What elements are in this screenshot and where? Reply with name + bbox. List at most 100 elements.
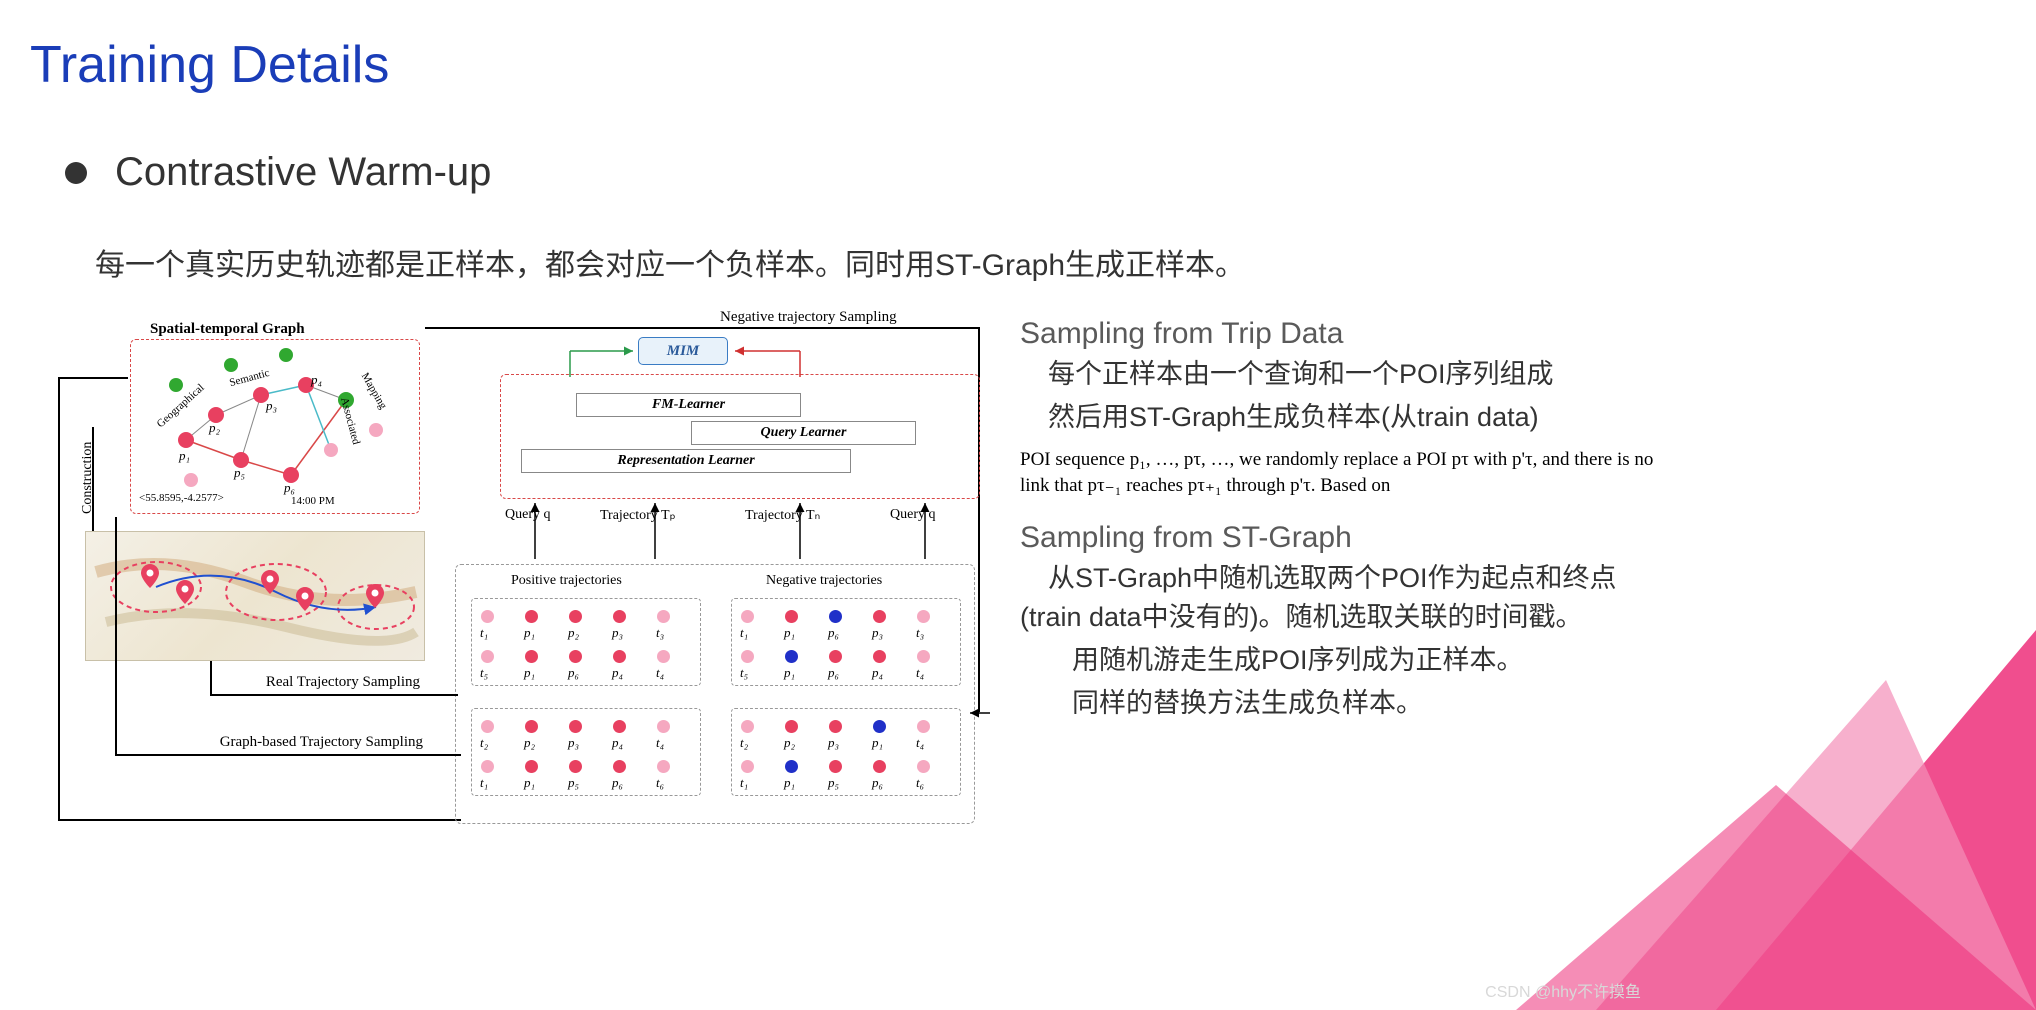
traj-label: p₁	[524, 625, 535, 641]
stg-box: p₁ p₂ p₃ p₄ p₅ p₆ Geographical Semantic …	[130, 339, 420, 514]
traj-label: p₁	[784, 625, 795, 641]
traj-label: p₃	[568, 735, 579, 751]
right-column: Sampling from Trip Data 每个正样本由一个查询和一个POI…	[990, 309, 1670, 839]
bottom-line-2	[58, 819, 461, 821]
description: 每一个真实历史轨迹都是正样本，都会对应一个负样本。同时用ST-Graph生成正样…	[0, 195, 2036, 284]
traj-label: p₁	[872, 735, 883, 751]
sec1-title: Sampling from Trip Data	[1020, 317, 1670, 351]
traj-label: t₅	[740, 665, 748, 681]
traj-label: t₅	[480, 665, 488, 681]
graph-line	[115, 754, 461, 756]
construction-label: Construction	[80, 442, 96, 514]
page-title: Training Details	[0, 0, 2036, 95]
sec1-line2: 然后用ST-Graph生成负样本(从train data)	[1020, 398, 1670, 437]
traj-label: t₃	[656, 625, 664, 641]
graph-line-v	[115, 517, 117, 756]
traj-dot	[481, 650, 494, 663]
node-p4: p₄	[311, 372, 322, 388]
traj-label: p₆	[828, 665, 839, 681]
traj-dot	[917, 650, 930, 663]
traj-label: p₄	[872, 665, 883, 681]
traj-dot	[741, 650, 754, 663]
eng-quote: POI sequence p₁, …, pτ, …, we randomly r…	[1020, 447, 1670, 498]
neg-in-arrow	[968, 704, 992, 722]
traj-dot	[829, 760, 842, 773]
traj-dot	[525, 650, 538, 663]
traj-dot	[657, 650, 670, 663]
traj-label: p₆	[612, 775, 623, 791]
traj-label: t₁	[480, 775, 488, 791]
real-line	[210, 694, 458, 696]
traj-box: Positive trajectories Negative trajector…	[455, 564, 975, 824]
traj-label: p₅	[568, 775, 579, 791]
traj-dot	[613, 610, 626, 623]
traj-label: p₆	[568, 665, 579, 681]
traj-dot	[873, 610, 886, 623]
node-p6: p₆	[284, 480, 295, 496]
traj-label: t₄	[656, 735, 664, 751]
traj-dot	[569, 610, 582, 623]
traj-label: t₄	[916, 665, 924, 681]
traj-dot	[741, 760, 754, 773]
sec2-line3: 同样的替换方法生成负样本。	[1020, 684, 1670, 723]
rep-learner: Representation Learner	[521, 449, 851, 473]
traj-dot	[569, 760, 582, 773]
stg-title: Spatial-temporal Graph	[150, 321, 305, 338]
fm-learner: FM-Learner	[576, 393, 801, 417]
traj-dot	[785, 760, 798, 773]
traj-dot	[785, 720, 798, 733]
stg-coord: <55.8595,-4.2577>	[139, 492, 224, 504]
top-line	[425, 327, 980, 329]
traj-dot	[569, 650, 582, 663]
subtitle: Contrastive Warm-up	[115, 150, 491, 195]
learners-box: FM-Learner Query Learner Representation …	[500, 374, 980, 499]
traj-dot	[785, 610, 798, 623]
traj-label: p₅	[828, 775, 839, 791]
traj-dot	[481, 610, 494, 623]
traj-label: p₆	[872, 775, 883, 791]
node-p1: p₁	[179, 448, 190, 464]
query-q-right: Query q	[890, 507, 936, 523]
map-image	[85, 531, 425, 661]
traj-label: t₆	[656, 775, 664, 791]
traj-dot	[525, 720, 538, 733]
traj-label: p₃	[828, 735, 839, 751]
traj-dot	[657, 760, 670, 773]
traj-dot	[873, 760, 886, 773]
traj-dot	[569, 720, 582, 733]
traj-label: t₃	[916, 625, 924, 641]
architecture-diagram: Negative trajectory Sampling Spatial-tem…	[30, 309, 990, 839]
traj-label: t₄	[656, 665, 664, 681]
graph-sampling: Graph-based Trajectory Sampling	[208, 734, 423, 751]
traj-label: t₁	[740, 625, 748, 641]
watermark: CSDN @hhy不许摸鱼	[1485, 978, 1641, 1002]
traj-label: t₆	[916, 775, 924, 791]
traj-label: t₁	[480, 625, 488, 641]
sec1-line1: 每个正样本由一个查询和一个POI序列组成	[1020, 355, 1670, 394]
neg-title: Negative trajectories	[766, 573, 882, 589]
stg-time: 14:00 PM	[291, 495, 335, 507]
traj-label: t₁	[740, 775, 748, 791]
node-p3: p₃	[266, 398, 277, 414]
real-line-v	[210, 661, 212, 696]
bullet-icon	[65, 162, 87, 184]
real-sampling: Real Trajectory Sampling	[255, 674, 420, 691]
traj-dot	[613, 720, 626, 733]
node-p2: p₂	[209, 420, 220, 436]
sec2-line1: 从ST-Graph中随机选取两个POI作为起点和终点(train data中没有…	[1020, 559, 1670, 637]
traj-dot	[829, 650, 842, 663]
top-left-line	[58, 377, 128, 379]
left-outer-line	[58, 379, 60, 819]
traj-dot	[917, 720, 930, 733]
sec2-line2: 用随机游走生成POI序列成为正样本。	[1020, 641, 1670, 680]
traj-tn: Trajectory Tₙ	[745, 507, 820, 524]
traj-label: t₂	[740, 735, 748, 751]
neg-sampling-label: Negative trajectory Sampling	[720, 309, 897, 326]
query-learner: Query Learner	[691, 421, 916, 445]
traj-label: p₁	[524, 665, 535, 681]
traj-tp: Trajectory Tₚ	[600, 507, 676, 524]
traj-dot	[613, 650, 626, 663]
traj-dot	[525, 610, 538, 623]
traj-dot	[613, 760, 626, 773]
traj-dot	[741, 720, 754, 733]
